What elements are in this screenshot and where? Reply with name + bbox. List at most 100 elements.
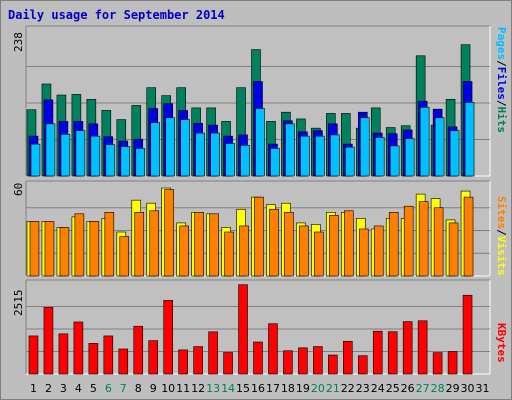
sites-bar [239,225,249,277]
sites-bar [224,231,234,277]
day-tick-label: 21 [326,382,340,395]
pages-bar [315,135,325,177]
day-tick-label: 19 [296,382,310,395]
pages-bar [419,106,430,177]
day-tick-label: 7 [120,382,127,395]
legend-visits: Visits [495,235,508,276]
sites-bar [373,225,384,277]
pages-bar [165,117,175,177]
pages-bar [225,143,235,177]
sites-bar [209,213,219,277]
panel2-ymax-label: 60 [12,182,25,196]
day-tick-label: 28 [431,382,445,395]
kbytes-bar [402,321,413,375]
sites-bar [104,212,115,277]
kbytes-bar [313,346,323,375]
day-tick-label: 25 [386,382,400,395]
kbytes-bar [73,321,84,375]
pages-bar [464,102,475,177]
sites-bar [59,227,70,277]
day-tick-label: 30 [461,382,475,395]
sites-bar [179,225,189,277]
day-tick-label: 1 [30,382,37,395]
pages-bar [195,132,205,177]
pages-bar [105,144,116,177]
day-tick-label: 11 [176,382,190,395]
pages-bar [120,146,131,177]
day-tick-label: 13 [206,382,220,395]
kbytes-bar [43,307,54,375]
day-tick-label: 4 [75,382,82,395]
sites-bar [358,228,369,277]
day-tick-label: 18 [281,382,295,395]
kbytes-bar [148,340,159,375]
pages-bar [255,108,265,177]
day-tick-label: 3 [60,382,67,395]
sites-bar [344,210,354,277]
kbytes-bar [193,346,203,375]
kbytes-bar [328,354,338,375]
kbytes-bar [28,335,39,375]
day-tick-label: 20 [311,382,325,395]
sites-bar [269,208,279,277]
pages-bar [210,132,220,177]
day-tick-label: 31 [476,382,490,395]
sites-bar [149,210,160,277]
kbytes-bar [238,284,248,375]
kbytes-bar [343,340,353,375]
pages-bar [404,138,415,177]
sites-bar [433,207,444,277]
sites-bar [314,231,324,277]
day-tick-label: 26 [401,382,415,395]
sites-bar [463,196,474,277]
sites-bar [299,225,309,277]
sites-bar [388,212,399,277]
sites-bar [254,196,264,277]
day-tick-label: 27 [416,382,430,395]
day-tick-label: 2 [45,382,52,395]
day-tick-label: 6 [105,382,112,395]
sites-bar [44,221,55,277]
sites-bar [329,215,339,277]
sites-bar [418,201,429,277]
sites-bar [119,236,130,277]
legend-sites: Sites [495,196,508,230]
kbytes-bar [357,355,368,375]
pages-bar [285,123,295,177]
legend-kbytes: KBytes [495,323,508,363]
sites-bar [89,221,100,277]
kbytes-bar [223,352,233,375]
pages-bar [449,130,460,177]
kbytes-bar [417,320,428,375]
panel3-ymax-label: 2515 [12,289,25,317]
day-tick-label: 12 [191,382,205,395]
sites-bar [74,213,85,277]
day-tick-label: 9 [150,382,157,395]
kbytes-bar [178,349,188,375]
kbytes-bar [253,341,263,375]
sites-bar [403,205,414,277]
kbytes-bar [88,343,99,375]
sites-bar [134,212,145,277]
sites-bar [29,221,40,277]
sites-bar [284,212,294,277]
pages-bar [359,117,370,177]
day-tick-label: 23 [356,382,370,395]
pages-bar [330,134,340,177]
day-tick-label: 29 [446,382,460,395]
pages-bar [150,122,161,177]
legend-pages: Pages [495,27,508,61]
pages-bar [240,145,250,177]
panel1-ymax-label: 238 [12,32,25,52]
chart-title: Daily usage for September 2014 [8,8,225,22]
day-tick-label: 16 [251,382,265,395]
kbytes-bar [462,294,473,375]
day-tick-label: 14 [221,382,235,395]
day-tick-label: 8 [135,382,142,395]
kbytes-bar [118,348,129,375]
legend-kbytes-label: KBytes [495,323,508,363]
kbytes-bar [387,331,398,375]
kbytes-bar [133,325,144,375]
day-tick-label: 22 [341,382,355,395]
day-tick-label: 5 [90,382,97,395]
